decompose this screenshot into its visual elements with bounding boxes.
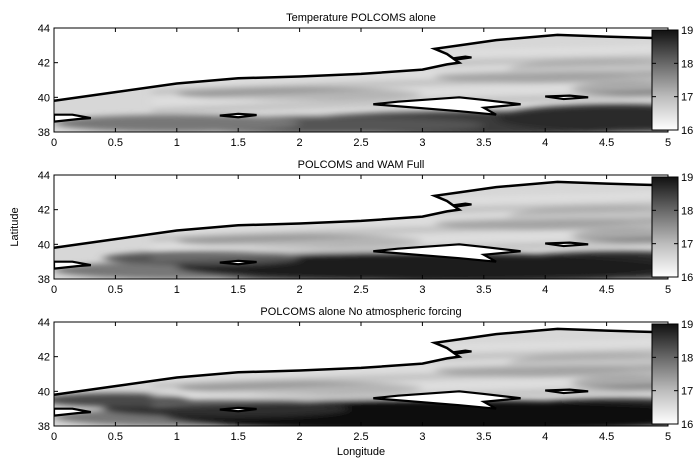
temperature-field (54, 175, 668, 279)
x-tick-label: 0 (51, 284, 57, 296)
x-tick-label: 4.5 (599, 431, 614, 443)
x-tick-label: 2 (297, 431, 303, 443)
y-tick-label: 38 (38, 421, 50, 433)
x-tick-label: 2 (297, 137, 303, 149)
colorbar-tick-label: 16 (681, 272, 693, 284)
colorbar-tick-label: 17 (681, 92, 693, 104)
x-tick-label: 3 (419, 137, 425, 149)
island-2 (219, 112, 257, 119)
island-4 (54, 407, 92, 417)
x-tick-label: 0 (51, 137, 57, 149)
x-tick-label: 4.5 (599, 284, 614, 296)
colorbar-tick-label: 16 (681, 419, 693, 431)
land-mainland (54, 28, 668, 101)
island-2 (219, 259, 257, 266)
y-tick-label: 40 (38, 386, 50, 398)
x-tick-label: 0.5 (108, 284, 123, 296)
y-tick-label: 42 (38, 205, 50, 217)
x-tick-label: 1 (174, 431, 180, 443)
island-5 (452, 55, 472, 61)
x-tick-label: 1.5 (231, 431, 246, 443)
colorbar-tick-label: 19 (681, 25, 693, 37)
island-1 (373, 96, 521, 116)
x-tick-label: 3 (419, 284, 425, 296)
y-tick-label: 42 (38, 58, 50, 70)
panel-title: POLCOMS and WAM Full (298, 159, 425, 171)
y-tick-label: 42 (38, 352, 50, 364)
y-axis-label: Latitude (9, 207, 21, 246)
x-tick-label: 0 (51, 431, 57, 443)
x-tick-label: 1.5 (231, 137, 246, 149)
x-tick-label: 0.5 (108, 137, 123, 149)
y-tick-label: 44 (38, 170, 50, 182)
x-tick-label: 3.5 (476, 284, 491, 296)
coastline (54, 33, 668, 103)
x-tick-label: 5 (665, 284, 671, 296)
y-tick-label: 38 (38, 274, 50, 286)
panel-title: POLCOMS alone No atmospheric forcing (260, 306, 461, 318)
y-tick-label: 40 (38, 239, 50, 251)
island-4 (54, 260, 92, 270)
island-4 (54, 113, 92, 123)
colorbar: 16 17 18 19 (651, 25, 693, 137)
colorbar-tick-label: 18 (681, 58, 693, 70)
island-3 (545, 94, 589, 101)
colorbar: 16 17 18 19 (651, 319, 693, 431)
x-tick-label: 4 (542, 137, 548, 149)
x-tick-label: 2.5 (353, 137, 368, 149)
x-tick-label: 4 (542, 284, 548, 296)
colorbar-tick-label: 18 (681, 205, 693, 217)
coastline (54, 327, 668, 397)
y-tick-label: 44 (38, 317, 50, 329)
panel-title: Temperature POLCOMS alone (286, 12, 436, 24)
island-1 (373, 243, 521, 263)
land-mainland (54, 322, 668, 395)
colorbar-tick-label: 16 (681, 125, 693, 137)
island-5 (452, 349, 472, 355)
x-axis-label: Longitude (337, 446, 385, 458)
x-tick-label: 0.5 (108, 431, 123, 443)
x-tick-label: 3.5 (476, 137, 491, 149)
y-tick-label: 38 (38, 127, 50, 139)
colorbar-tick-label: 17 (681, 386, 693, 398)
temperature-field (54, 322, 668, 426)
x-tick-label: 1 (174, 137, 180, 149)
x-tick-label: 1 (174, 284, 180, 296)
x-tick-label: 2.5 (353, 431, 368, 443)
heatmap-panel-3: POLCOMS alone No atmospheric forcing 0 0.5… (38, 306, 694, 458)
x-tick-label: 3.5 (476, 431, 491, 443)
land-mainland (54, 175, 668, 248)
colorbar-tick-label: 19 (681, 319, 693, 331)
heatmap-panel-1: Temperature POLCOMS alone 0 0.5 1 1.5 2 2.5 3 3.… (38, 12, 694, 149)
colorbar-tick-label: 18 (681, 352, 693, 364)
temperature-field (54, 28, 668, 132)
x-tick-label: 2 (297, 284, 303, 296)
y-tick-label: 40 (38, 92, 50, 104)
colorbar: 16 17 18 19 (651, 172, 693, 284)
x-tick-label: 3 (419, 431, 425, 443)
y-tick-label: 44 (38, 23, 50, 35)
x-tick-label: 5 (665, 137, 671, 149)
x-tick-label: 4 (542, 431, 548, 443)
coastline (54, 180, 668, 250)
island-2 (219, 406, 257, 413)
x-tick-label: 5 (665, 431, 671, 443)
x-tick-label: 2.5 (353, 284, 368, 296)
colorbar-tick-label: 19 (681, 172, 693, 184)
x-tick-label: 4.5 (599, 137, 614, 149)
island-3 (545, 241, 589, 248)
colorbar-tick-label: 17 (681, 239, 693, 251)
heatmap-panel-2: POLCOMS and WAM Full 0 0.5 1 1.5 2 2.5 3 3.5 4 4.5… (9, 159, 693, 296)
island-5 (452, 202, 472, 208)
island-3 (545, 388, 589, 395)
island-1 (373, 390, 521, 410)
x-tick-label: 1.5 (231, 284, 246, 296)
